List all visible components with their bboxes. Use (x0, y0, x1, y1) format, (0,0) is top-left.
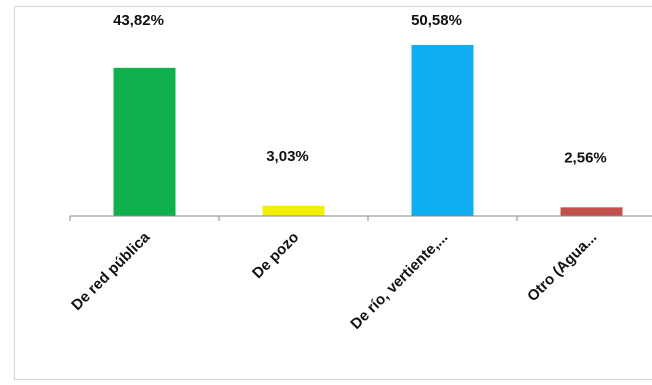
category-label: De río, vertiente,... (347, 229, 451, 333)
data-label: 2,56% (564, 149, 607, 166)
category-labels-group: De red pública De pozo De río, vertiente,.… (68, 228, 600, 332)
data-label: 50,58% (411, 12, 462, 29)
category-label: De red pública (68, 228, 154, 314)
bar (411, 44, 474, 217)
data-label: 3,03% (266, 148, 309, 165)
bar (560, 207, 623, 216)
bar (113, 67, 176, 217)
bar (262, 205, 325, 216)
category-label: Otro (Agua... (524, 229, 600, 305)
data-label: 43,82% (113, 12, 164, 29)
bars-group (113, 44, 623, 217)
x-axis-ticks (69, 216, 518, 221)
data-labels-group: 43,82% 3,03% 50,58% 2,56% (113, 12, 607, 166)
category-label: De pozo (249, 229, 302, 282)
